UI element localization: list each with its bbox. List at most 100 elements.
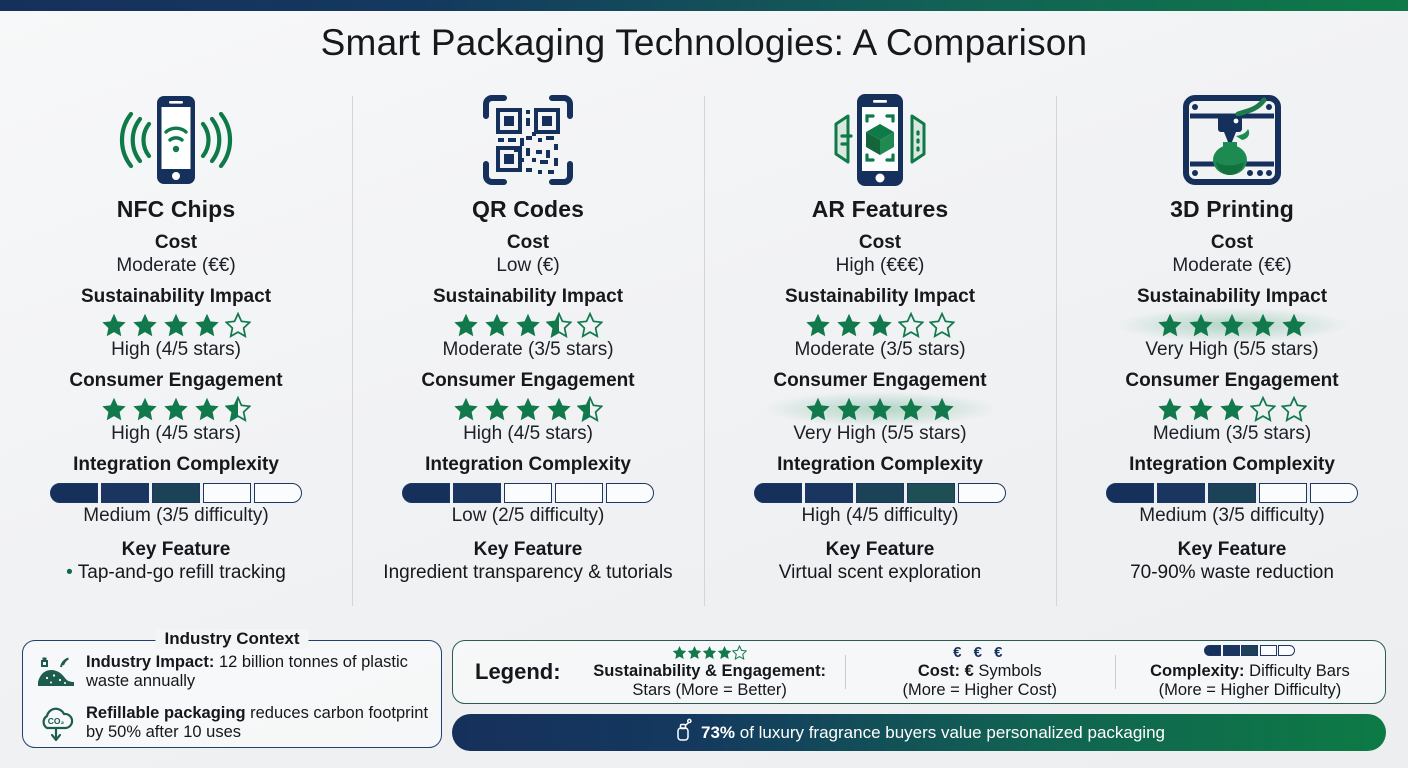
sustainability-label: Sustainability Impact [432, 286, 624, 307]
legend-bar-segment [1222, 645, 1240, 657]
technology-columns: NFC Chips Cost Moderate (€€) Sustainabil… [0, 88, 1408, 628]
industry-context-item-text: Refillable packaging reduces carbon foot… [86, 704, 429, 742]
complexity-label: Integration Complexity [425, 454, 631, 475]
complexity-segment [402, 483, 450, 503]
legend-item: Sustainability & Engagement: Stars (More … [575, 645, 845, 699]
legend-item-desc: Stars (More = Better) [632, 680, 787, 699]
legend-item-desc: (More = Higher Cost) [902, 680, 1058, 699]
legend-bar-segment [1259, 645, 1277, 657]
engagement-value: Medium (3/5 stars) [1152, 423, 1312, 444]
engagement-value: High (4/5 stars) [463, 423, 593, 444]
industry-context-item: Industry Impact: 12 billion tonnes of pl… [23, 653, 441, 696]
key-feature-label: Key Feature [1177, 539, 1287, 560]
complexity-segment [1157, 483, 1205, 503]
complexity-segment [1106, 483, 1154, 503]
engagement-label: Consumer Engagement [69, 370, 283, 391]
complexity-label: Integration Complexity [1129, 454, 1335, 475]
legend-box: Legend: Sustainability & Engagement: Star… [452, 640, 1386, 704]
legend-euro-symbols: € € € [953, 644, 1007, 662]
technology-column: NFC Chips Cost Moderate (€€) Sustainabil… [0, 88, 352, 628]
sustainability-stars [704, 312, 1056, 338]
industry-context-title: Industry Context [155, 629, 309, 649]
complexity-segment [203, 483, 251, 503]
complexity-value: Low (2/5 difficulty) [451, 505, 605, 526]
sustainability-label: Sustainability Impact [1136, 286, 1328, 307]
legend-item-title: Complexity: Difficulty Bars [1150, 662, 1350, 681]
complexity-segment [856, 483, 904, 503]
industry-context-item-text: Industry Impact: 12 billion tonnes of pl… [86, 653, 429, 691]
cost-label: Cost [1210, 232, 1254, 253]
nfc-phone-icon [0, 90, 352, 190]
technology-column: 3D Printing Cost Moderate (€€) Sustainab… [1056, 88, 1408, 628]
qr-code-icon [352, 90, 704, 190]
cost-label: Cost [154, 232, 198, 253]
engagement-value: High (4/5 stars) [111, 423, 241, 444]
legend-item: € € € Cost: € Symbols (More = Higher Cost) [844, 644, 1115, 699]
sustainability-value: Moderate (3/5 stars) [794, 339, 966, 360]
stat-banner-value: 73% [700, 722, 736, 742]
3d-printer-perfume-icon [1056, 90, 1408, 190]
legend-difficulty-bars [1121, 645, 1379, 661]
complexity-segment [754, 483, 802, 503]
legend-bar-segment [1204, 645, 1222, 657]
bullet-icon: • [66, 562, 78, 583]
key-feature-label: Key Feature [121, 539, 231, 560]
legend-label: Legend: [475, 659, 561, 684]
ar-phone-cube-icon [704, 90, 1056, 190]
engagement-label: Consumer Engagement [421, 370, 635, 391]
legend-items: Sustainability & Engagement: Stars (More … [575, 641, 1385, 703]
engagement-stars [1056, 396, 1408, 422]
complexity-segment [606, 483, 654, 503]
stat-banner-text: 73% of luxury fragrance buyers value per… [701, 723, 1165, 743]
complexity-value: Medium (3/5 difficulty) [83, 505, 269, 526]
sustainability-stars [1056, 312, 1408, 338]
complexity-segment [453, 483, 501, 503]
legend-bar-segment [1278, 645, 1296, 657]
cost-value: High (€€€) [835, 255, 925, 276]
industry-context-item-rest: 12 billion tonnes of plastic waste annua… [86, 653, 408, 690]
technology-name: AR Features [811, 196, 949, 222]
cost-value: Moderate (€€) [1172, 255, 1292, 276]
page-title: Smart Packaging Technologies: A Comparis… [320, 22, 1088, 63]
complexity-value: High (4/5 difficulty) [801, 505, 959, 526]
industry-context-item: CO₂ Refillable packaging reduces carbon … [23, 704, 441, 749]
key-feature-value: Virtual scent exploration [778, 562, 982, 583]
complexity-segment [50, 483, 98, 503]
complexity-segment [958, 483, 1006, 503]
stat-banner: 73% of luxury fragrance buyers value per… [452, 714, 1386, 751]
co2-cloud-down-arrow-icon: CO₂ [35, 704, 77, 749]
complexity-bars [352, 482, 704, 504]
technology-name: QR Codes [472, 196, 584, 222]
complexity-segment [101, 483, 149, 503]
engagement-stars [0, 396, 352, 422]
complexity-segment [504, 483, 552, 503]
engagement-stars [352, 396, 704, 422]
key-feature-value: Ingredient transparency & tutorials [383, 562, 673, 583]
technology-column: AR Features Cost High (€€€) Sustainabili… [704, 88, 1056, 628]
sustainability-label: Sustainability Impact [784, 286, 976, 307]
engagement-stars [704, 396, 1056, 422]
sustainability-value: Very High (5/5 stars) [1145, 339, 1319, 360]
legend-bar-segment [1241, 645, 1259, 657]
cost-value: Low (€) [496, 255, 560, 276]
engagement-label: Consumer Engagement [1125, 370, 1339, 391]
complexity-segment [1259, 483, 1307, 503]
key-feature-label: Key Feature [825, 539, 935, 560]
cost-value: Moderate (€€) [116, 255, 236, 276]
cost-label: Cost [506, 232, 550, 253]
complexity-segment [555, 483, 603, 503]
sustainability-stars [0, 312, 352, 338]
engagement-label: Consumer Engagement [773, 370, 987, 391]
industry-context-item-bold: Refillable packaging [86, 704, 246, 722]
complexity-segment [1310, 483, 1358, 503]
stat-banner-rest: of luxury fragrance buyers value persona… [735, 722, 1165, 742]
complexity-bars [1056, 482, 1408, 504]
key-feature-value: • Tap-and-go refill tracking [66, 562, 286, 583]
key-feature-value: 70-90% waste reduction [1130, 562, 1334, 583]
sustainability-label: Sustainability Impact [80, 286, 272, 307]
perfume-bottle-icon [673, 718, 693, 747]
technology-name: 3D Printing [1170, 196, 1294, 222]
industry-context-item-rest: reduces carbon footprint by 50% after 10… [86, 704, 429, 741]
plastic-waste-pile-icon [35, 653, 77, 696]
complexity-label: Integration Complexity [777, 454, 983, 475]
